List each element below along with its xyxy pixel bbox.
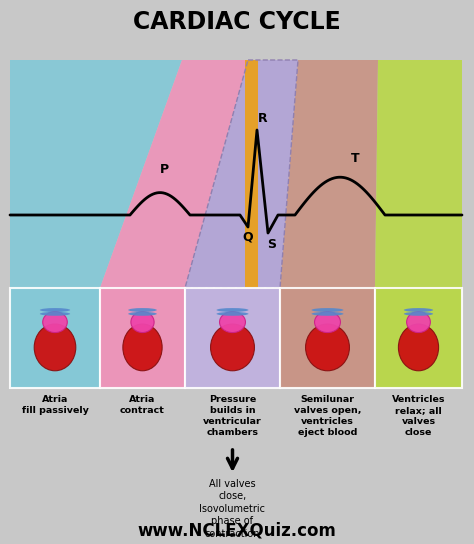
Text: R: R: [258, 112, 268, 125]
Ellipse shape: [128, 312, 157, 316]
Text: Atria
fill passively: Atria fill passively: [21, 395, 89, 415]
Ellipse shape: [34, 324, 76, 371]
Ellipse shape: [404, 308, 433, 312]
Ellipse shape: [399, 324, 438, 371]
Text: Q: Q: [243, 230, 253, 243]
Bar: [375, 288, 462, 388]
Polygon shape: [10, 60, 182, 288]
Text: Atria
contract: Atria contract: [120, 395, 165, 415]
Bar: [280, 288, 375, 388]
Text: Ventricles
relax; all
valves
close: Ventricles relax; all valves close: [392, 395, 445, 437]
Ellipse shape: [407, 312, 430, 332]
Ellipse shape: [315, 312, 340, 332]
Ellipse shape: [217, 312, 248, 316]
Text: CARDIAC CYCLE: CARDIAC CYCLE: [133, 10, 341, 34]
Ellipse shape: [217, 308, 248, 312]
Text: Semilunar
valves open,
ventricles
eject blood: Semilunar valves open, ventricles eject …: [294, 395, 361, 437]
Ellipse shape: [404, 312, 433, 316]
Ellipse shape: [123, 324, 162, 371]
Text: Pressure
builds in
ventricular
chambers: Pressure builds in ventricular chambers: [203, 395, 262, 437]
Polygon shape: [100, 60, 248, 288]
Ellipse shape: [219, 312, 246, 332]
Bar: [185, 288, 280, 388]
Ellipse shape: [210, 324, 255, 371]
Ellipse shape: [311, 312, 344, 316]
Ellipse shape: [128, 308, 157, 312]
Bar: [245, 60, 258, 288]
Ellipse shape: [40, 308, 70, 312]
Ellipse shape: [311, 308, 344, 312]
Bar: [100, 288, 185, 388]
Text: www.NCLEXQuiz.com: www.NCLEXQuiz.com: [137, 521, 337, 539]
Polygon shape: [375, 60, 462, 288]
Bar: [10, 288, 100, 388]
Text: All valves
close,
Isovolumetric
phase of
contraction: All valves close, Isovolumetric phase of…: [200, 479, 265, 539]
Text: T: T: [351, 152, 359, 165]
Polygon shape: [280, 60, 378, 288]
Polygon shape: [185, 60, 298, 288]
Text: S: S: [267, 238, 276, 251]
Ellipse shape: [40, 312, 70, 316]
Text: P: P: [159, 163, 169, 176]
Ellipse shape: [306, 324, 349, 371]
Ellipse shape: [131, 312, 154, 332]
Ellipse shape: [43, 312, 67, 332]
